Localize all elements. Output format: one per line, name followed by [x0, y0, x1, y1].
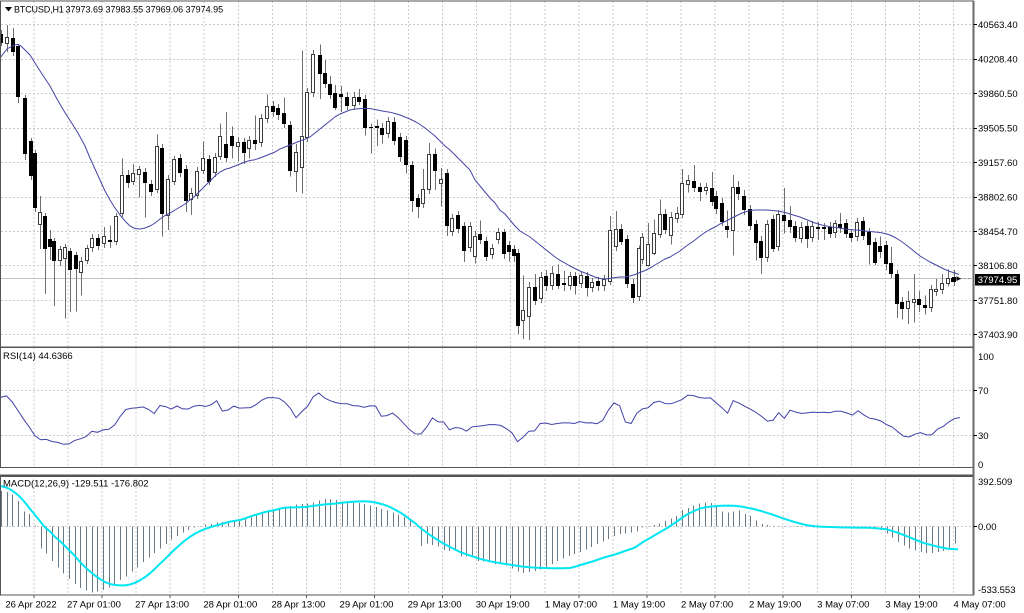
svg-text:38106.80: 38106.80 [978, 261, 1018, 272]
svg-text:28 Apr 01:00: 28 Apr 01:00 [203, 600, 257, 611]
svg-text:-533.553: -533.553 [978, 585, 1016, 596]
svg-text:29 Apr 01:00: 29 Apr 01:00 [340, 600, 394, 611]
svg-text:3 May 07:00: 3 May 07:00 [817, 600, 869, 611]
svg-text:37974.95: 37974.95 [978, 275, 1018, 286]
svg-text:MACD(12,26,9) -129.511 -176.80: MACD(12,26,9) -129.511 -176.802 [3, 479, 149, 490]
svg-text:40563.40: 40563.40 [978, 20, 1018, 31]
svg-text:27 Apr 01:00: 27 Apr 01:00 [67, 600, 121, 611]
svg-text:26 Apr 2022: 26 Apr 2022 [5, 600, 56, 611]
svg-text:1 May 19:00: 1 May 19:00 [613, 600, 665, 611]
svg-text:392.509: 392.509 [978, 477, 1012, 488]
svg-text:37973.69 37983.55 37969.06 379: 37973.69 37983.55 37969.06 37974.95 [66, 5, 224, 15]
svg-text:2 May 19:00: 2 May 19:00 [749, 600, 801, 611]
svg-text:BTCUSD,H1: BTCUSD,H1 [14, 5, 64, 15]
svg-text:30: 30 [978, 431, 989, 442]
svg-text:29 Apr 13:00: 29 Apr 13:00 [408, 600, 462, 611]
svg-text:2 May 07:00: 2 May 07:00 [681, 600, 733, 611]
svg-text:1 May 07:00: 1 May 07:00 [545, 600, 597, 611]
svg-text:38454.70: 38454.70 [978, 227, 1018, 238]
svg-text:30 Apr 19:00: 30 Apr 19:00 [476, 600, 530, 611]
svg-text:0: 0 [978, 460, 983, 471]
svg-text:28 Apr 13:00: 28 Apr 13:00 [271, 600, 325, 611]
svg-text:4 May 07:00: 4 May 07:00 [953, 600, 1005, 611]
svg-text:39505.50: 39505.50 [978, 124, 1018, 135]
svg-text:RSI(14) 44.6366: RSI(14) 44.6366 [3, 351, 73, 362]
svg-text:39157.60: 39157.60 [978, 158, 1018, 169]
svg-text:39860.50: 39860.50 [978, 89, 1018, 100]
svg-text:70: 70 [978, 386, 989, 397]
svg-text:37751.80: 37751.80 [978, 296, 1018, 307]
svg-text:3 May 19:00: 3 May 19:00 [885, 600, 937, 611]
svg-text:100: 100 [978, 352, 994, 363]
svg-text:0.00: 0.00 [978, 522, 997, 533]
svg-text:38802.60: 38802.60 [978, 193, 1018, 204]
svg-text:27 Apr 13:00: 27 Apr 13:00 [135, 600, 189, 611]
svg-text:40208.40: 40208.40 [978, 55, 1018, 66]
svg-text:37403.90: 37403.90 [978, 330, 1018, 341]
